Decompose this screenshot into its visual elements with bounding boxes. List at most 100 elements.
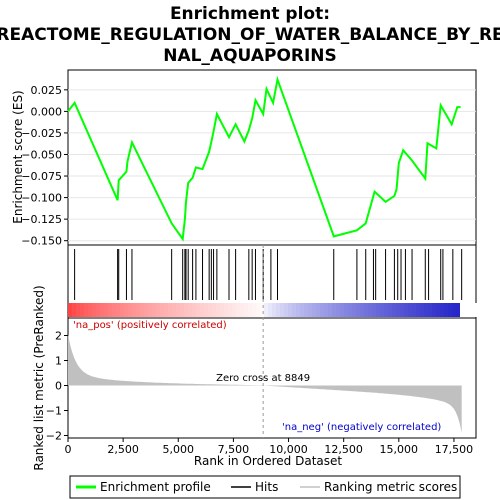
rank-color-segment — [76, 303, 81, 317]
rank-color-segment — [224, 303, 229, 317]
rank-color-segment — [344, 303, 349, 317]
rank-color-segment — [128, 303, 133, 317]
rank-color-segment — [424, 303, 429, 317]
rank-color-segment — [216, 303, 221, 317]
rank-color-segment — [160, 303, 165, 317]
rank-color-segment — [336, 303, 341, 317]
rank-color-segment — [260, 303, 265, 317]
es-y-tick-label: −0.150 — [21, 235, 62, 248]
chart-title-line-3: NAL_AQUAPORINS — [163, 46, 337, 66]
hit-marks — [74, 249, 463, 300]
ranking-y-axis-label: Ranked list metric (PreRanked) — [32, 285, 46, 470]
rank-color-segment — [220, 303, 225, 317]
rank-color-segment — [308, 303, 313, 317]
ranking-panel: 2 1 0 −1 −2 Zero cross at 8849 'na_pos' (pos… — [32, 245, 477, 471]
rank-color-segment — [144, 303, 149, 317]
rank-color-segment — [468, 303, 473, 317]
rank-color-segment — [388, 303, 393, 317]
rank-color-segment — [328, 303, 333, 317]
rank-color-segment — [208, 303, 213, 317]
rank-color-segment — [312, 303, 317, 317]
rank-color-segment — [400, 303, 405, 317]
x-tick-label: 17,500 — [435, 443, 474, 456]
ranking-metric-area — [68, 334, 462, 433]
rank-color-segment — [236, 303, 241, 317]
chart-title-line-1: Enrichment plot: — [170, 4, 330, 24]
rank-color-segment — [404, 303, 409, 317]
legend-label-enrichment: Enrichment profile — [100, 480, 211, 494]
rank-color-segment — [92, 303, 97, 317]
rank-color-segment — [420, 303, 425, 317]
rank-color-segment — [152, 303, 157, 317]
rank-color-segment — [268, 303, 273, 317]
rank-color-segment — [452, 303, 457, 317]
x-tick-label: 2,500 — [107, 443, 139, 456]
rank-color-segment — [252, 303, 257, 317]
rank-color-segment — [472, 303, 477, 317]
rank-color-segment — [296, 303, 301, 317]
rank-color-segment — [448, 303, 453, 317]
ranking-y-tick-label: 2 — [55, 330, 62, 343]
ranking-y-tick-label: −1 — [46, 405, 62, 418]
rank-color-segment — [164, 303, 169, 317]
rank-color-segment — [116, 303, 121, 317]
rank-color-segment — [80, 303, 85, 317]
rank-color-segment — [124, 303, 129, 317]
es-gridlines — [68, 89, 476, 242]
es-y-tick-label: −0.025 — [21, 127, 62, 140]
rank-color-segment — [348, 303, 353, 317]
es-y-tick-label: 0.025 — [31, 84, 63, 97]
rank-color-segment — [156, 303, 161, 317]
legend-label-ranking: Ranking metric scores — [324, 480, 457, 494]
rank-color-segment — [456, 303, 461, 317]
rank-color-segment — [140, 303, 145, 317]
rank-color-segment — [248, 303, 253, 317]
rank-color-segment — [204, 303, 209, 317]
rank-color-segment — [460, 303, 465, 317]
ranking-y-ticks: 2 1 0 −1 −2 — [46, 330, 68, 443]
rank-color-segment — [376, 303, 381, 317]
es-y-ticks: −0.150 −0.125 −0.100 −0.075 −0.050 −0.025 0.00… — [21, 84, 68, 248]
es-y-tick-label: 0.000 — [31, 105, 63, 118]
rank-color-segment — [368, 303, 373, 317]
zero-cross-label: Zero cross at 8849 — [216, 373, 310, 384]
chart-title-line-2: REACTOME_REGULATION_OF_WATER_BALANCE_BY_… — [0, 25, 500, 45]
ranking-y-tick-label: 1 — [55, 355, 62, 368]
ranking-panel-frame — [67, 317, 477, 439]
rank-color-segment — [72, 303, 77, 317]
rank-color-segment — [96, 303, 101, 317]
rank-color-segment — [412, 303, 417, 317]
rank-color-segment — [176, 303, 181, 317]
es-y-tick-label: −0.100 — [21, 192, 62, 205]
rank-color-segment — [300, 303, 305, 317]
x-tick-label: 15,000 — [380, 443, 419, 456]
rank-color-segment — [316, 303, 321, 317]
rank-color-segment — [284, 303, 289, 317]
legend-label-hits: Hits — [255, 480, 278, 494]
rank-color-segment — [280, 303, 285, 317]
rank-color-segment — [100, 303, 105, 317]
rank-color-segment — [84, 303, 89, 317]
rank-color-segment — [228, 303, 233, 317]
rank-color-segment — [180, 303, 185, 317]
na-neg-label: 'na_neg' (negatively correlated) — [282, 422, 441, 433]
rank-color-segment — [332, 303, 337, 317]
rank-color-segment — [244, 303, 249, 317]
rank-color-segment — [192, 303, 197, 317]
rank-color-segment — [372, 303, 377, 317]
rank-color-segment — [352, 303, 357, 317]
hits-panel — [67, 244, 477, 319]
rank-color-segment — [196, 303, 201, 317]
rank-color-segment — [416, 303, 421, 317]
na-pos-label: 'na_pos' (positively correlated) — [73, 320, 227, 331]
rank-color-segment — [120, 303, 125, 317]
rank-color-segment — [396, 303, 401, 317]
rank-color-segment — [172, 303, 177, 317]
rank-color-segment — [304, 303, 309, 317]
x-tick-label: 7,500 — [218, 443, 250, 456]
rank-color-segment — [320, 303, 325, 317]
es-y-tick-label: −0.050 — [21, 148, 62, 161]
rank-color-segment — [356, 303, 361, 317]
legend-frame — [69, 475, 461, 499]
rank-color-segment — [200, 303, 205, 317]
